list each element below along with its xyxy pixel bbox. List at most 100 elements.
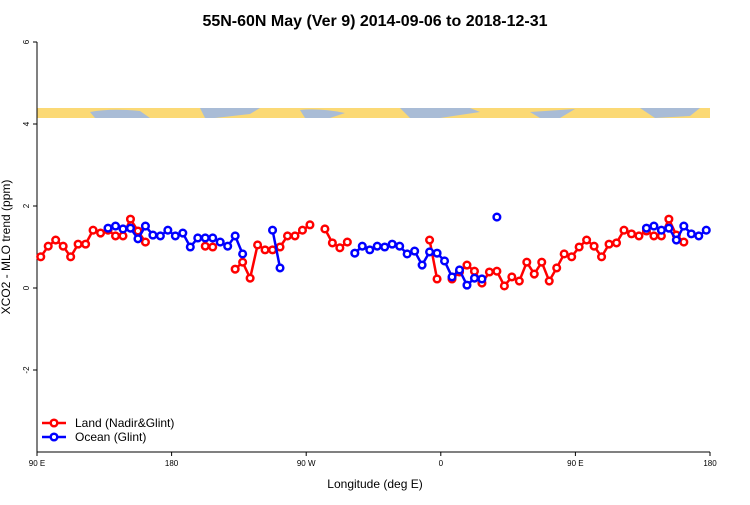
point bbox=[365, 245, 375, 255]
point bbox=[297, 225, 308, 235]
point bbox=[66, 252, 76, 262]
point bbox=[215, 237, 225, 247]
point bbox=[492, 212, 502, 222]
point bbox=[626, 229, 637, 239]
y-tick-label: 6 bbox=[22, 39, 31, 44]
point bbox=[552, 263, 562, 273]
point bbox=[380, 242, 390, 252]
point bbox=[499, 281, 509, 291]
point bbox=[425, 247, 435, 257]
point bbox=[305, 220, 315, 230]
point bbox=[679, 221, 689, 231]
point bbox=[544, 276, 554, 286]
point bbox=[110, 231, 121, 241]
point bbox=[193, 233, 203, 243]
point bbox=[185, 242, 195, 252]
point bbox=[260, 245, 270, 255]
point bbox=[357, 241, 367, 251]
point bbox=[462, 260, 472, 270]
point bbox=[694, 231, 704, 241]
x-tick-label: 180 bbox=[703, 459, 717, 468]
point bbox=[335, 243, 345, 253]
point bbox=[148, 230, 158, 240]
legend-label: Ocean (Glint) bbox=[75, 430, 146, 444]
point bbox=[664, 223, 674, 233]
point bbox=[611, 238, 622, 248]
point bbox=[200, 241, 210, 251]
point bbox=[567, 252, 577, 262]
point bbox=[327, 238, 337, 248]
point bbox=[395, 241, 405, 251]
legend-marker bbox=[49, 418, 59, 428]
point bbox=[133, 234, 143, 244]
point bbox=[208, 233, 218, 243]
point bbox=[604, 239, 614, 249]
point bbox=[425, 235, 435, 245]
point bbox=[208, 242, 218, 252]
point bbox=[253, 240, 263, 250]
y-axis-label: XCO2 - MLO trend (ppm) bbox=[0, 180, 13, 315]
map-strip bbox=[37, 108, 710, 118]
point bbox=[454, 265, 465, 275]
point bbox=[432, 274, 442, 284]
point bbox=[664, 214, 674, 224]
point bbox=[701, 225, 711, 235]
point bbox=[619, 225, 629, 235]
point bbox=[73, 239, 83, 249]
point bbox=[469, 266, 480, 276]
point bbox=[110, 221, 121, 231]
x-tick-label: 90 W bbox=[297, 459, 316, 468]
point bbox=[402, 249, 412, 259]
point bbox=[387, 239, 397, 249]
point bbox=[58, 241, 68, 251]
point bbox=[372, 241, 382, 251]
point bbox=[522, 257, 532, 267]
point bbox=[649, 221, 659, 231]
point bbox=[514, 276, 524, 286]
legend-label: Land (Nadir&Glint) bbox=[75, 416, 174, 430]
point bbox=[529, 269, 539, 279]
point bbox=[163, 225, 173, 235]
point bbox=[268, 225, 278, 235]
point bbox=[118, 231, 128, 241]
point bbox=[155, 231, 165, 241]
y-tick-label: 2 bbox=[22, 203, 31, 208]
point bbox=[656, 225, 666, 235]
x-tick-label: 90 E bbox=[567, 459, 583, 468]
point bbox=[671, 235, 681, 245]
point bbox=[410, 246, 420, 256]
point bbox=[43, 241, 53, 251]
point bbox=[582, 235, 592, 245]
point bbox=[469, 273, 480, 283]
point bbox=[634, 231, 644, 241]
point bbox=[245, 273, 255, 283]
point bbox=[447, 272, 457, 282]
x-tick-label: 90 E bbox=[29, 459, 45, 468]
point bbox=[492, 266, 502, 276]
point bbox=[537, 257, 547, 267]
point bbox=[178, 228, 188, 238]
point bbox=[230, 264, 240, 274]
point bbox=[170, 231, 180, 241]
point bbox=[641, 223, 651, 233]
point bbox=[439, 256, 450, 266]
point bbox=[223, 241, 233, 251]
point bbox=[125, 223, 136, 233]
point bbox=[686, 229, 696, 239]
point bbox=[290, 231, 300, 241]
point bbox=[51, 235, 61, 245]
x-tick-label: 180 bbox=[165, 459, 179, 468]
legend-marker bbox=[49, 432, 59, 442]
point bbox=[589, 241, 599, 251]
point bbox=[238, 257, 248, 267]
point bbox=[477, 274, 487, 284]
legend: Land (Nadir&Glint)Ocean (Glint) bbox=[42, 416, 174, 444]
point bbox=[649, 231, 659, 241]
point bbox=[88, 225, 98, 235]
y-tick-label: -2 bbox=[22, 366, 31, 374]
point bbox=[200, 233, 210, 243]
point bbox=[417, 260, 427, 270]
point bbox=[462, 280, 472, 290]
point bbox=[350, 248, 360, 258]
